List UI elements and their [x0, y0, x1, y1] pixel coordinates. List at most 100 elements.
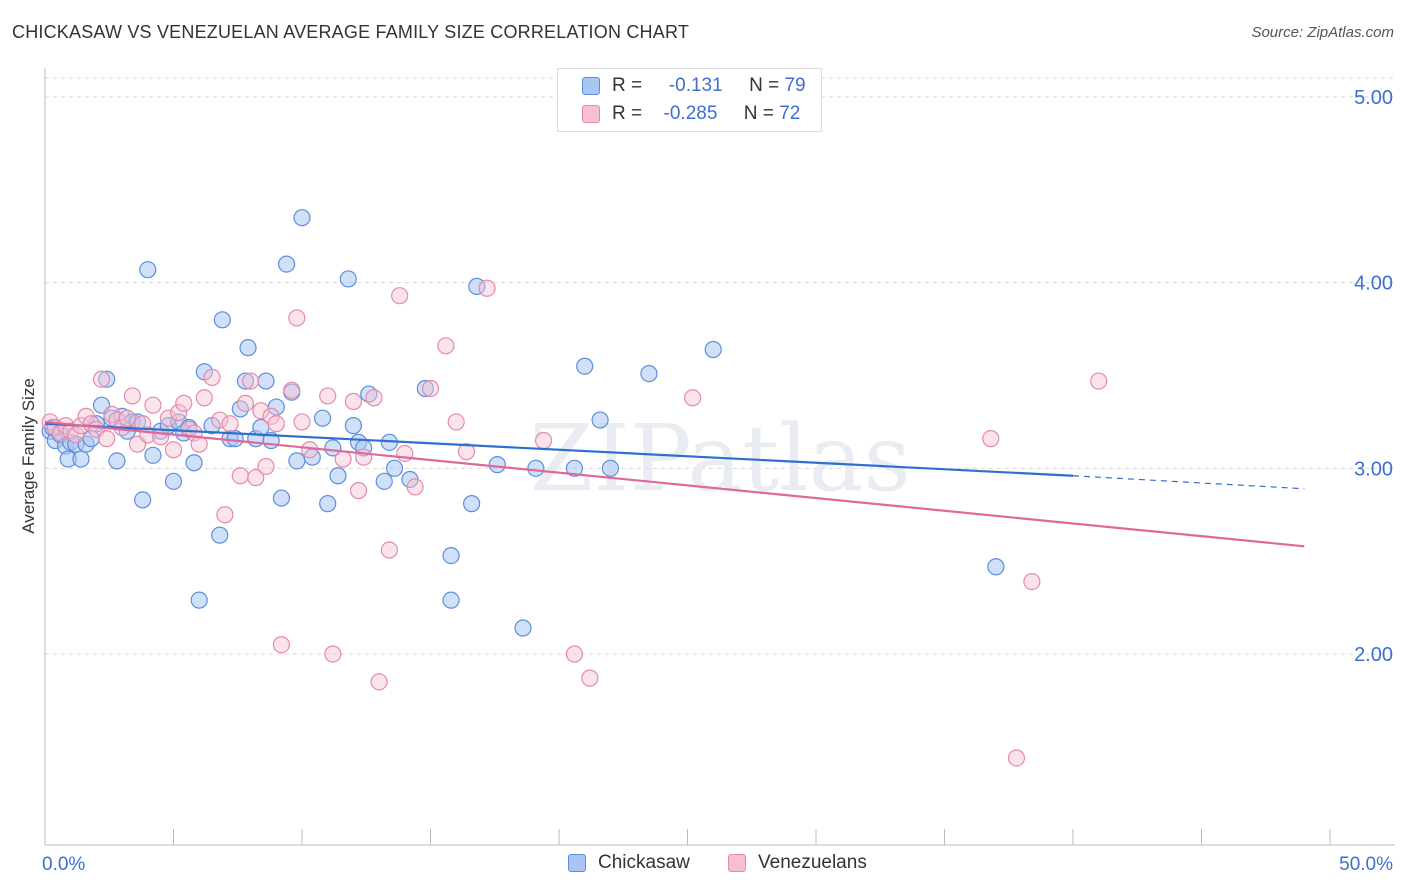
venezuelan-point: [684, 389, 702, 407]
chickasaw-point: [339, 270, 357, 288]
venezuelan-point: [175, 394, 193, 412]
chickasaw-point: [442, 591, 460, 609]
venezuelan-point: [236, 394, 255, 412]
chickasaw-point: [293, 209, 311, 227]
chickasaw-point: [488, 456, 506, 474]
chart-title: CHICKASAW VS VENEZUELAN AVERAGE FAMILY S…: [12, 22, 690, 42]
venezuelan-point: [344, 392, 362, 411]
chickasaw-trend-extension: [1072, 475, 1305, 490]
r-label: R =: [612, 75, 643, 96]
y-tick-label: 4.00: [1354, 273, 1393, 295]
venezuelan-point: [406, 478, 424, 496]
chickasaw-point: [144, 446, 162, 464]
venezuelan-point: [1007, 749, 1026, 767]
chickasaw-swatch: [568, 854, 586, 872]
venezuelan-point: [380, 541, 398, 559]
chickasaw-trend-line: [44, 422, 1074, 477]
venezuelan-point: [1090, 372, 1108, 390]
chickasaw-legend-label: Chickasaw: [598, 852, 690, 873]
r-value: -0.285: [663, 103, 718, 124]
chickasaw-point: [236, 372, 255, 390]
chickasaw-point: [134, 491, 152, 509]
chickasaw-point: [385, 459, 404, 477]
r-value: -0.131: [668, 75, 723, 96]
venezuelan-point: [355, 448, 373, 466]
venezuelan-point: [437, 337, 455, 355]
venezuelan-point: [349, 482, 368, 500]
venezuelan-point: [478, 279, 496, 297]
chickasaw-point: [108, 452, 126, 470]
chickasaw-point: [591, 411, 609, 429]
venezuelan-point: [334, 450, 352, 468]
chickasaw-point: [329, 467, 347, 485]
venezuelan-point: [152, 428, 170, 446]
venezuelan-swatch: [582, 105, 600, 123]
axes: [44, 68, 1395, 846]
x-tick-label: 0.0%: [42, 854, 85, 875]
chickasaw-point: [190, 591, 208, 609]
venezuelan-point: [293, 413, 311, 431]
bottom-legend-venezuelan: Venezuelans: [728, 852, 867, 874]
tick-labels: 2.00 3.00 4.00 5.00 0.0% 50.0%: [42, 87, 1393, 875]
chickasaw-point: [239, 339, 257, 357]
venezuelan-point: [581, 669, 599, 687]
venezuelan-point: [203, 368, 221, 386]
chickasaw-point: [98, 370, 116, 388]
venezuelan-point: [1023, 572, 1041, 591]
venezuelan-trend-line: [44, 420, 1305, 548]
venezuelan-point: [534, 431, 553, 450]
chickasaw-point: [987, 558, 1005, 576]
venezuelan-point: [370, 673, 388, 691]
venezuelan-point: [211, 411, 229, 429]
x-tick-label: 50.0%: [1339, 854, 1393, 875]
venezuelan-point: [67, 426, 85, 444]
trend-lines: [44, 420, 1305, 548]
n-value: 79: [784, 75, 806, 96]
n-label: N =: [743, 103, 774, 124]
chickasaw-point: [704, 340, 722, 359]
venezuelan-point: [457, 443, 476, 461]
chickasaw-point: [277, 255, 296, 273]
venezuelan-points: [41, 279, 1108, 767]
chickasaw-swatch: [582, 77, 600, 95]
venezuelan-point: [92, 370, 111, 388]
chickasaw-point: [463, 495, 481, 513]
venezuelan-point: [301, 441, 319, 459]
correlation-legend: R = -0.131 N = 79 R = -0.285 N = 72: [557, 68, 822, 132]
y-tick-label: 3.00: [1354, 458, 1393, 480]
y-tick-label: 2.00: [1354, 644, 1393, 666]
venezuelan-point: [319, 387, 337, 405]
chickasaw-point: [565, 459, 584, 477]
chickasaw-point: [213, 311, 231, 329]
chickasaw-point: [601, 459, 620, 477]
venezuelan-point: [123, 387, 141, 405]
venezuelan-point: [247, 469, 265, 487]
chickasaw-point: [185, 454, 203, 472]
chickasaw-point: [288, 452, 306, 470]
legend-row-chickasaw: R = -0.131 N = 79: [582, 72, 806, 100]
venezuelan-point: [164, 441, 183, 459]
venezuelan-point: [195, 389, 213, 407]
chickasaw-point: [527, 459, 545, 477]
chickasaw-point: [324, 439, 342, 457]
venezuelan-point: [170, 404, 188, 422]
r-label: R =: [612, 103, 643, 124]
venezuelan-point: [272, 636, 291, 654]
venezuelan-point: [288, 309, 306, 327]
venezuelan-point: [216, 506, 234, 524]
chickasaw-point: [319, 495, 337, 513]
chickasaw-point: [139, 261, 157, 279]
bottom-legend-chickasaw: Chickasaw: [568, 852, 690, 874]
venezuelan-point: [118, 409, 136, 427]
y-tick-label: 5.00: [1354, 87, 1393, 109]
venezuelan-point: [365, 389, 383, 407]
source-label: Source: ZipAtlas.com: [1251, 24, 1394, 41]
chickasaw-point: [257, 372, 275, 390]
venezuelan-point: [283, 381, 301, 399]
chickasaw-point: [416, 379, 434, 398]
n-value: 72: [779, 103, 801, 124]
venezuelan-point: [421, 379, 440, 398]
venezuelan-point: [231, 467, 249, 485]
venezuelan-point: [252, 402, 270, 420]
